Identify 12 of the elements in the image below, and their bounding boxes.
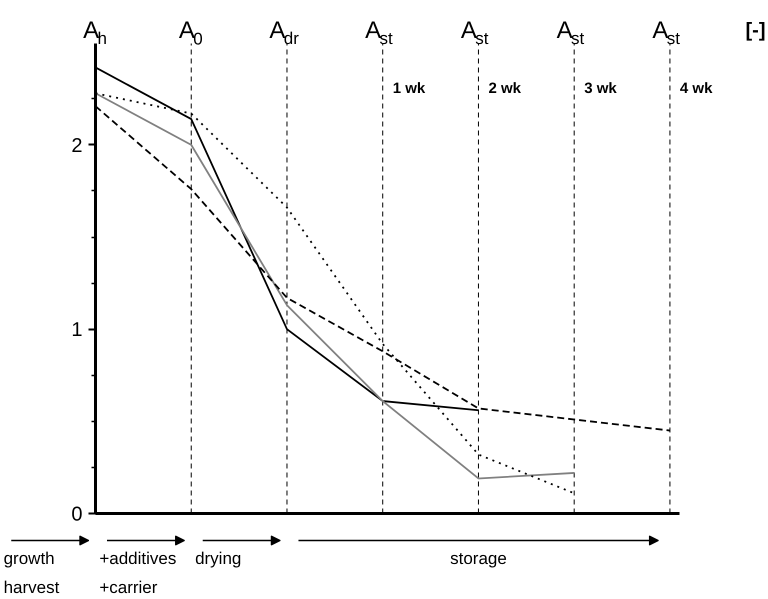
text: drying [195, 549, 242, 568]
annotation: 1 wk [392, 80, 426, 97]
text: 4 wk [680, 80, 714, 97]
y-tick-label: 0 [71, 504, 82, 526]
text: +additives +carrier [99, 549, 176, 597]
y-tick-label: 2 [71, 134, 82, 157]
annotation: 2 wk [488, 80, 522, 97]
y-axis-title: [-] [746, 20, 766, 42]
text: growth harvest [4, 549, 60, 597]
y-tick-label: 1 [71, 319, 82, 342]
text: storage [450, 549, 507, 568]
annotation: 3 wk [584, 80, 618, 97]
